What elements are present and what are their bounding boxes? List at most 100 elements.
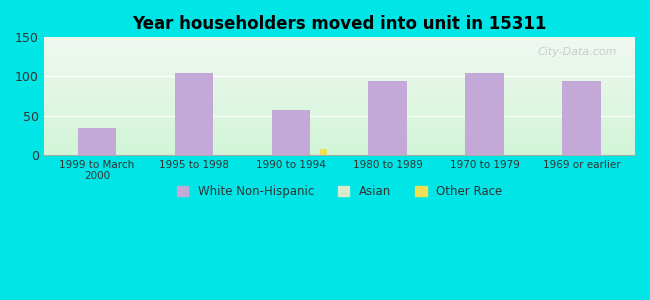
Bar (465, 73, 504, 154)
Bar (44, 90, 635, 91)
Bar (44, 82, 635, 83)
Bar (44, 100, 635, 101)
Bar (44, 129, 635, 130)
Bar (44, 49, 635, 50)
Bar (44, 127, 635, 128)
Bar (44, 46, 635, 47)
Bar (44, 144, 635, 145)
Bar (44, 79, 635, 80)
Bar (44, 81, 635, 82)
Bar (44, 134, 635, 135)
Bar (44, 95, 635, 96)
Bar (44, 72, 635, 73)
Bar (44, 99, 635, 100)
Bar (44, 138, 635, 139)
Bar (44, 66, 635, 67)
Bar (44, 63, 635, 64)
Bar (311, 153, 318, 154)
Bar (44, 150, 635, 151)
Bar (44, 89, 635, 90)
Bar (44, 97, 635, 98)
Bar (44, 115, 635, 116)
Bar (44, 71, 635, 72)
Bar (44, 50, 635, 51)
Bar (44, 45, 635, 46)
Bar (44, 131, 635, 132)
Bar (44, 128, 635, 129)
Bar (44, 91, 635, 92)
Bar (44, 122, 635, 123)
Title: Year householders moved into unit in 15311: Year householders moved into unit in 153… (132, 15, 547, 33)
Legend: White Non-Hispanic, Asian, Other Race: White Non-Hispanic, Asian, Other Race (172, 180, 507, 203)
Bar (44, 141, 635, 142)
Bar (44, 76, 635, 77)
Text: City-Data.com: City-Data.com (538, 47, 618, 57)
Bar (44, 73, 635, 74)
Bar (44, 152, 635, 153)
Bar (44, 48, 635, 49)
Bar (44, 44, 635, 45)
Bar (44, 68, 635, 69)
Bar (44, 58, 635, 59)
Bar (44, 136, 635, 137)
Bar (44, 88, 635, 89)
Bar (44, 98, 635, 99)
Bar (44, 110, 635, 111)
Bar (44, 132, 635, 133)
Bar (44, 78, 635, 79)
Bar (44, 61, 635, 62)
Bar (44, 118, 635, 119)
Bar (44, 74, 635, 75)
Bar (44, 94, 635, 95)
Bar (272, 110, 310, 154)
Bar (44, 55, 635, 56)
Bar (44, 77, 635, 78)
Bar (44, 37, 635, 38)
Bar (44, 93, 635, 94)
Bar (44, 147, 635, 148)
Bar (44, 52, 635, 53)
Bar (44, 135, 635, 136)
Bar (44, 83, 635, 84)
Bar (44, 121, 635, 122)
Bar (44, 133, 635, 134)
Bar (44, 84, 635, 85)
Bar (44, 137, 635, 138)
Bar (175, 73, 213, 154)
Bar (44, 47, 635, 48)
Bar (44, 85, 635, 86)
Bar (44, 106, 635, 107)
Bar (44, 53, 635, 54)
Bar (44, 117, 635, 118)
Bar (44, 130, 635, 131)
Bar (44, 41, 635, 42)
Bar (44, 125, 635, 126)
Bar (44, 145, 635, 146)
Bar (44, 124, 635, 125)
Bar (44, 154, 635, 155)
Bar (44, 87, 635, 88)
Bar (44, 153, 635, 154)
Bar (44, 111, 635, 112)
Bar (562, 81, 601, 154)
Bar (44, 146, 635, 147)
Bar (44, 56, 635, 57)
Bar (44, 70, 635, 71)
Bar (77, 128, 116, 154)
Bar (44, 113, 635, 114)
Bar (44, 105, 635, 106)
Bar (44, 67, 635, 68)
Bar (320, 149, 328, 154)
Bar (44, 119, 635, 120)
Bar (44, 40, 635, 41)
Bar (44, 116, 635, 117)
Bar (44, 149, 635, 150)
Bar (44, 96, 635, 97)
Bar (44, 61, 635, 62)
Bar (44, 92, 635, 93)
Bar (44, 59, 635, 60)
Bar (44, 120, 635, 121)
Bar (44, 151, 635, 152)
Bar (44, 108, 635, 109)
Bar (44, 57, 635, 58)
